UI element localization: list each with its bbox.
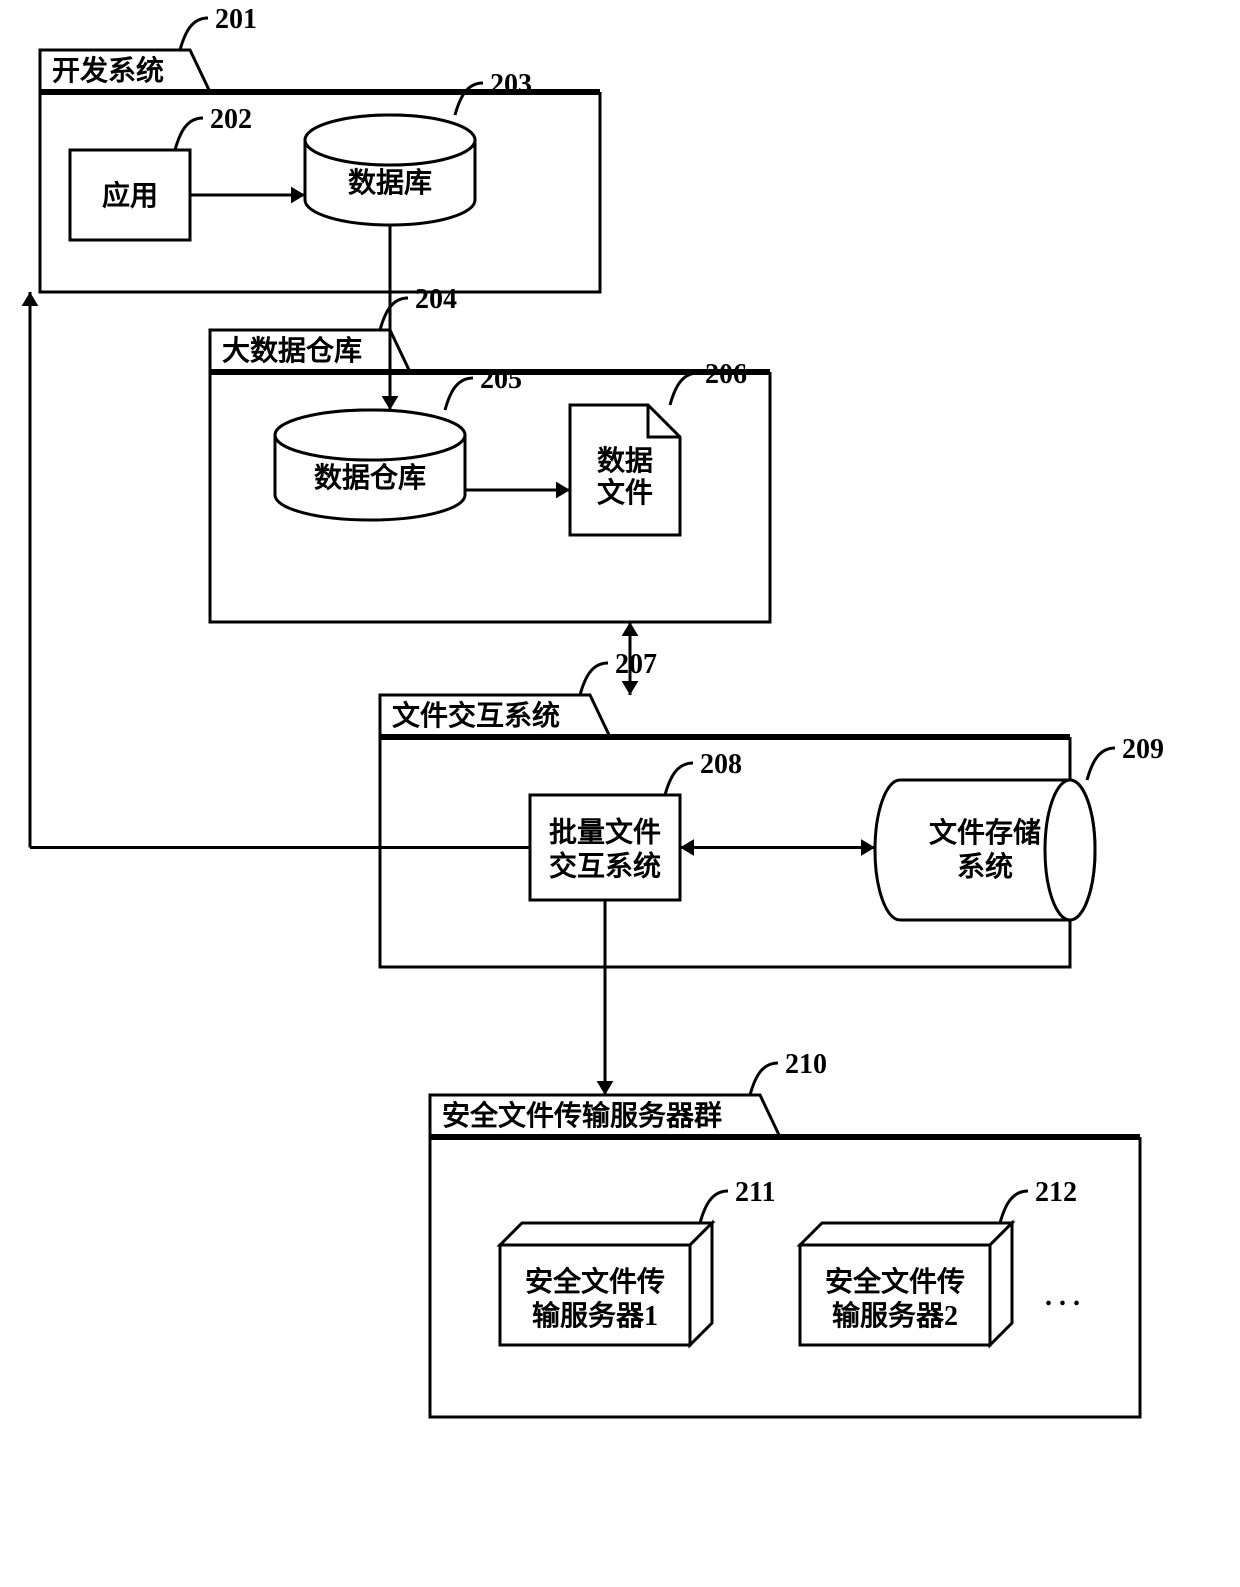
- batch-file-system-node-ref: 208: [665, 749, 742, 795]
- svg-text:文件交互系统: 文件交互系统: [392, 699, 560, 732]
- svg-text:安全文件传: 安全文件传: [525, 1265, 665, 1298]
- data-warehouse-node: 数据仓库 205: [275, 364, 522, 520]
- sft-server-1-node-ref: 211: [700, 1177, 775, 1223]
- svg-text:209: 209: [1122, 734, 1164, 765]
- database-node-ref: 203: [455, 69, 532, 115]
- svg-text:211: 211: [735, 1177, 775, 1208]
- application-node: 应用 202: [70, 104, 252, 240]
- svg-text:206: 206: [705, 359, 747, 390]
- file-storage-node-ref: 209: [1087, 734, 1164, 780]
- sft-server-1-node: 安全文件传输服务器1 211: [500, 1177, 775, 1345]
- svg-text:交互系统: 交互系统: [549, 850, 661, 883]
- svg-text:202: 202: [210, 104, 252, 135]
- batch-file-system-node: 批量文件交互系统 208: [530, 749, 742, 900]
- svg-text:文件存储: 文件存储: [929, 816, 1041, 849]
- svg-text:输服务器1: 输服务器1: [532, 1299, 658, 1332]
- svg-text:207: 207: [615, 649, 657, 680]
- svg-text:201: 201: [215, 4, 257, 35]
- svg-text:208: 208: [700, 749, 742, 780]
- svg-text:数据仓库: 数据仓库: [314, 462, 426, 494]
- application-node-ref: 202: [175, 104, 252, 150]
- svg-text:数据库: 数据库: [348, 167, 432, 199]
- svg-text:210: 210: [785, 1049, 827, 1080]
- svg-text:文件: 文件: [597, 476, 653, 509]
- svg-text:204: 204: [415, 284, 457, 315]
- svg-text:203: 203: [490, 69, 532, 100]
- sft-server-group-container-ref: 210: [750, 1049, 827, 1095]
- bigdata-warehouse-container: 大数据仓库 204: [210, 284, 770, 622]
- sft-server-2-node: 安全文件传输服务器2 212: [800, 1177, 1077, 1345]
- file-storage-node: 文件存储系统 209: [875, 734, 1164, 920]
- data-file-node-ref: 206: [670, 359, 747, 405]
- file-interaction-container-ref: 207: [580, 649, 657, 695]
- data-file-node: 数据文件 206: [570, 359, 747, 535]
- svg-text:安全文件传: 安全文件传: [825, 1265, 965, 1298]
- svg-text:系统: 系统: [957, 850, 1013, 883]
- more-servers-ellipsis: . . .: [1045, 1281, 1080, 1312]
- svg-text:大数据仓库: 大数据仓库: [222, 335, 362, 367]
- dev-system-container-ref: 201: [180, 4, 257, 50]
- svg-text:开发系统: 开发系统: [52, 54, 164, 87]
- svg-text:212: 212: [1035, 1177, 1077, 1208]
- sft-server-2-node-ref: 212: [1000, 1177, 1077, 1223]
- svg-text:输服务器2: 输服务器2: [832, 1299, 958, 1332]
- svg-text:批量文件: 批量文件: [549, 816, 661, 849]
- svg-text:205: 205: [480, 364, 522, 395]
- svg-text:安全文件传输服务器群: 安全文件传输服务器群: [442, 1099, 722, 1132]
- svg-text:应用: 应用: [102, 179, 158, 212]
- svg-text:数据: 数据: [597, 445, 653, 477]
